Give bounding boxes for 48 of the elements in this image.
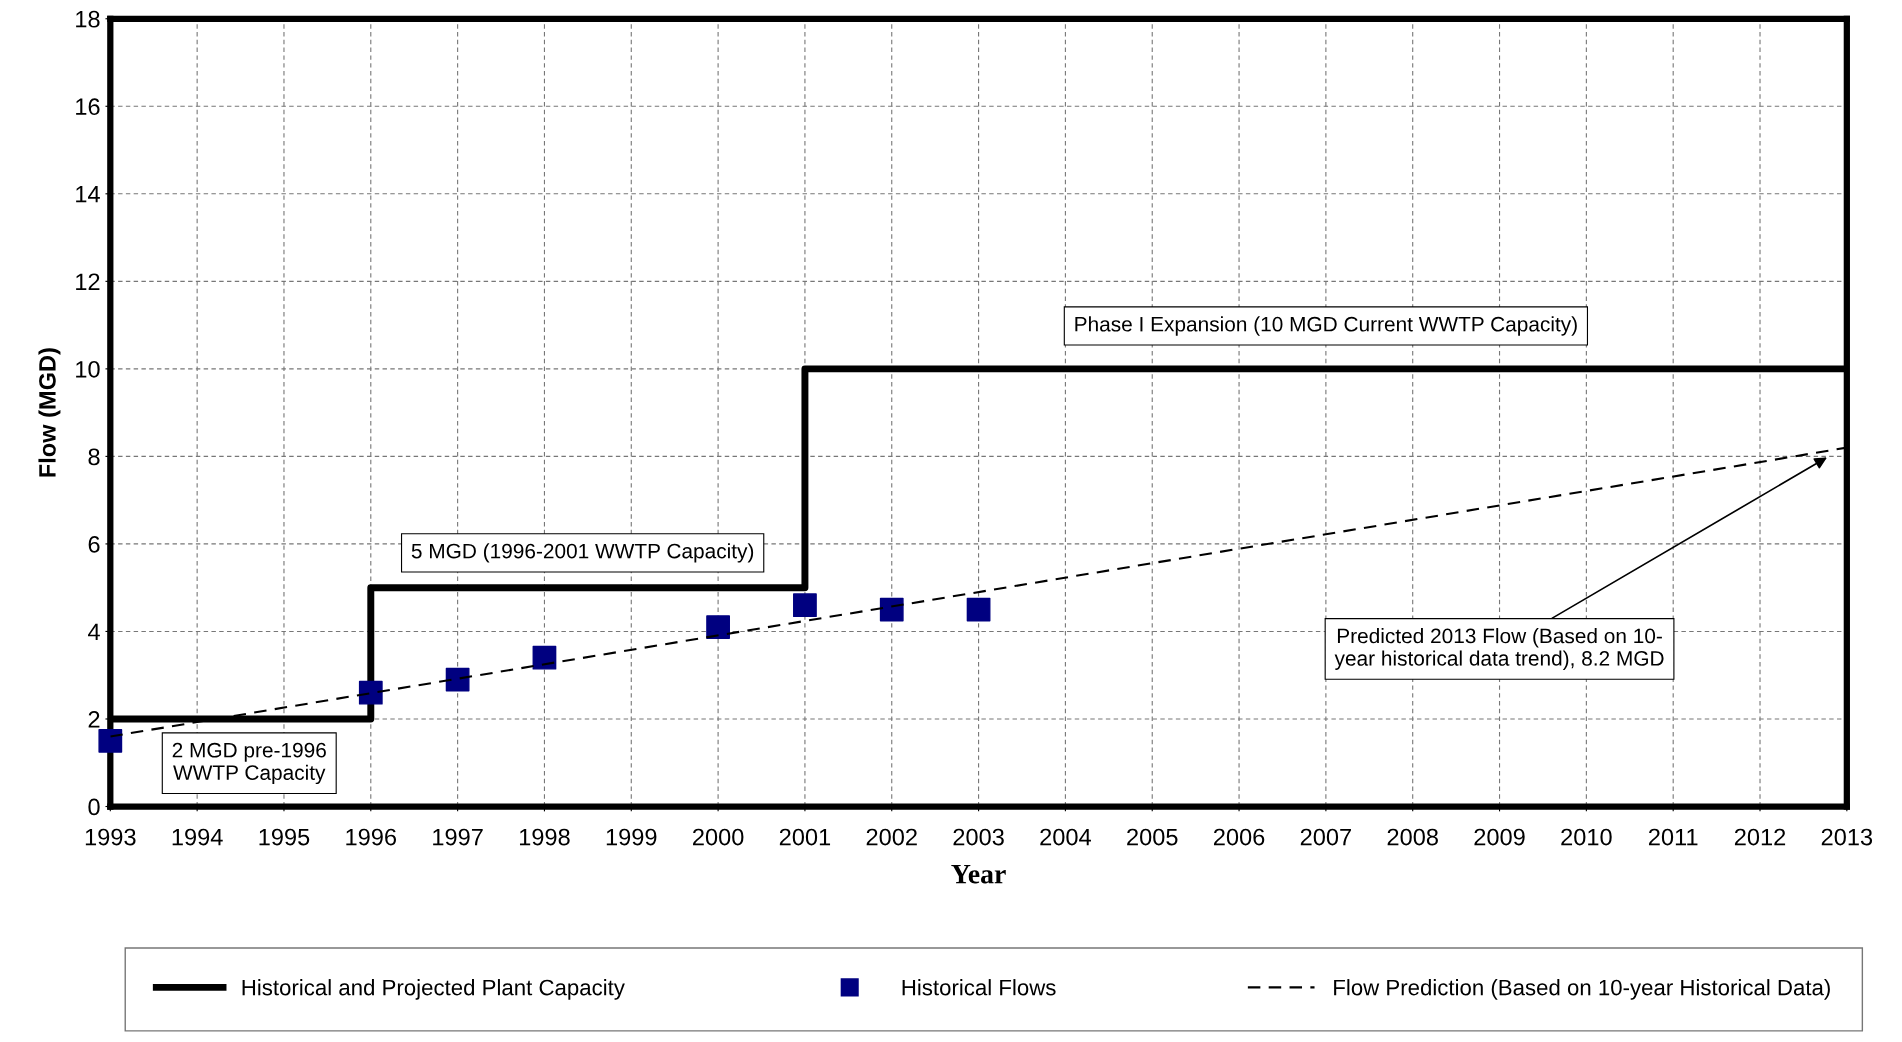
point	[793, 593, 817, 618]
x-tick-label: 1997	[433, 828, 483, 846]
y-tick-label: 10	[76, 360, 100, 378]
x-tick-label: 2002	[866, 828, 917, 846]
point	[358, 680, 383, 705]
x-tick-label: 1995	[259, 828, 310, 846]
y-tick-label: 14	[76, 186, 100, 203]
x-tick-label: 1993	[85, 828, 136, 846]
point	[966, 597, 991, 622]
point	[532, 645, 557, 670]
point	[879, 597, 904, 622]
x-tick-label: 2009	[1474, 828, 1525, 846]
x-tick-label: 2003	[953, 828, 1004, 846]
x-tick-label: 2013	[1821, 828, 1873, 846]
annotation: 5 MGD (1996-2001 WWTP Capacity)	[411, 543, 754, 563]
y-tick-label: 8	[88, 448, 100, 466]
y-tick-label: 6	[88, 535, 100, 553]
x-tick-label: 1998	[519, 828, 570, 846]
y-tick-label: 0	[88, 798, 100, 816]
x-tick-label: 2011	[1648, 828, 1698, 846]
point	[445, 667, 470, 692]
annotation: Phase I Expansion (10 MGD Current WWTP Capacity)	[1075, 316, 1577, 336]
x-tick-label: 1999	[606, 828, 657, 846]
y-tick-label: 4	[88, 623, 100, 641]
x-tick-label: 2006	[1213, 828, 1265, 846]
y-axis-title: Flow (MGD)	[38, 348, 61, 477]
annotation: 2 MGD pre-1996 WWTP Capacity	[172, 742, 326, 785]
x-tick-label: 2001	[779, 828, 831, 846]
x-tick-label: 2012	[1734, 828, 1786, 846]
x-tick-label: 2004	[1040, 828, 1091, 846]
y-tick-label: 2	[88, 711, 100, 728]
y-tick-label: 16	[76, 98, 100, 116]
x-tick-label: 1996	[346, 828, 397, 846]
y-tick-label: 12	[76, 273, 100, 290]
x-tick-label: 2008	[1387, 828, 1438, 846]
legend-label: Historical Flows	[902, 979, 1056, 996]
y-tick-label: 18	[76, 10, 100, 28]
x-axis-title: Year	[951, 865, 1006, 884]
legend-label: Flow Prediction (Based on 10-year Historical Data)	[1334, 979, 1830, 1000]
annotation: Predicted 2013 Flow (Based on 10- year historical data trend), 8.2 MGD	[1334, 628, 1664, 670]
x-tick-label: 1994	[172, 828, 223, 846]
x-tick-label: 2000	[693, 828, 744, 846]
point	[706, 615, 730, 639]
x-tick-label: 2005	[1127, 828, 1178, 846]
point	[98, 728, 123, 753]
x-tick-label: 2007	[1300, 828, 1351, 846]
legend-label: Historical and Projected Plant Capacity	[242, 979, 625, 1000]
x-tick-label: 2010	[1561, 828, 1612, 846]
